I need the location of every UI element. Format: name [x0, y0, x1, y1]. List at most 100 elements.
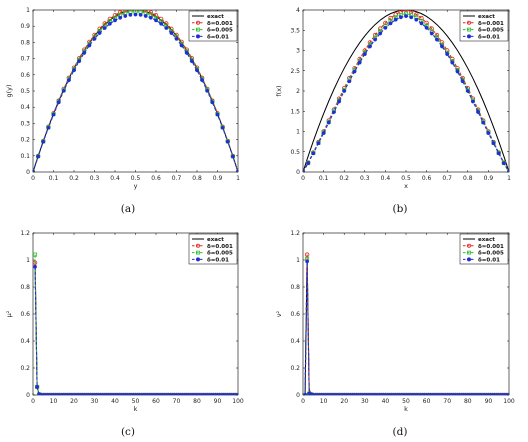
- y-tick-label: 0: [26, 169, 30, 176]
- data-point: [440, 44, 444, 49]
- data-point: [61, 88, 66, 93]
- series-delta-3: [33, 264, 238, 395]
- x-tick-label: 60: [152, 398, 160, 405]
- legend-swatch-marker: [196, 27, 200, 32]
- legend-swatch-marker: [195, 243, 200, 248]
- x-tick-label: 90: [485, 398, 493, 405]
- legend-label: δ=0.001: [207, 244, 233, 250]
- data-point: [393, 12, 398, 17]
- x-tick-label: 40: [382, 398, 390, 405]
- panel-caption: (b): [393, 203, 408, 215]
- legend-label: δ=0.005: [207, 251, 233, 257]
- data-point: [303, 393, 307, 395]
- legend-label: δ=0.01: [478, 257, 500, 263]
- x-tick-label: 30: [361, 398, 369, 405]
- y-tick-label: 4: [296, 7, 300, 14]
- data-point: [507, 170, 509, 172]
- data-point: [393, 17, 398, 22]
- panel-caption: (c): [121, 426, 135, 438]
- data-point: [220, 125, 225, 130]
- data-point: [174, 36, 179, 41]
- data-point: [429, 31, 434, 36]
- data-point: [342, 89, 347, 93]
- data-point: [471, 99, 475, 104]
- legend-label: δ=0.005: [478, 28, 504, 34]
- data-point: [419, 21, 424, 26]
- y-tick-label: 1.5: [290, 108, 300, 115]
- data-point: [143, 10, 148, 13]
- y-tick-label: 0: [26, 392, 30, 399]
- y-tick-label: 0.3: [20, 120, 30, 127]
- data-point: [491, 141, 496, 146]
- legend-swatch-marker: [466, 257, 471, 262]
- y-tick-label: 0.8: [290, 284, 300, 291]
- data-point: [164, 21, 169, 26]
- x-tick-label: 0.8: [192, 175, 202, 182]
- x-tick-label: 0: [31, 398, 35, 405]
- data-point: [414, 12, 419, 17]
- data-point: [414, 17, 419, 22]
- data-point: [445, 52, 450, 57]
- data-point: [82, 51, 87, 55]
- legend-label: δ=0.001: [478, 244, 504, 250]
- x-axis-label: k: [134, 405, 138, 413]
- y-tick-label: 0.6: [290, 311, 300, 318]
- data-point: [419, 15, 424, 21]
- x-tick-label: 0.6: [422, 175, 432, 182]
- data-point: [326, 120, 331, 125]
- y-axis-label: μ²: [5, 310, 13, 317]
- x-tick-label: 1: [507, 175, 511, 182]
- x-tick-label: 0: [301, 175, 305, 182]
- data-point: [352, 69, 357, 74]
- series-delta-3: [303, 259, 509, 395]
- legend-label: δ=0.01: [207, 34, 229, 40]
- data-point: [481, 120, 486, 125]
- data-point: [195, 68, 199, 73]
- legend-swatch-marker: [195, 20, 200, 25]
- x-tick-label: 0.2: [339, 175, 349, 182]
- data-point: [357, 60, 362, 65]
- x-tick-label: 0.5: [131, 175, 141, 182]
- data-point: [305, 259, 310, 264]
- legend-label: δ=0.005: [478, 251, 504, 257]
- legend-swatch-marker: [466, 243, 471, 248]
- legend-swatch-marker: [466, 20, 471, 25]
- y-tick-label: 1.2: [290, 230, 300, 237]
- legend-label: δ=0.005: [207, 28, 233, 34]
- data-point: [138, 10, 143, 12]
- data-point: [409, 15, 414, 20]
- data-point: [169, 31, 174, 35]
- data-point: [35, 384, 39, 389]
- data-point: [383, 25, 388, 30]
- legend-swatch-marker: [467, 27, 471, 32]
- data-point: [476, 110, 480, 114]
- x-tick-label: 0.4: [110, 175, 120, 182]
- legend-label: exact: [207, 14, 224, 20]
- y-tick-label: 0: [296, 169, 300, 176]
- x-tick-label: 30: [91, 398, 99, 405]
- data-point: [200, 78, 205, 83]
- y-tick-label: 0.2: [20, 137, 30, 144]
- data-point: [383, 20, 388, 26]
- series-delta-3: [33, 12, 238, 172]
- x-tick-label: 20: [340, 398, 348, 405]
- data-point: [184, 51, 189, 55]
- data-point: [362, 52, 367, 57]
- data-point: [153, 12, 159, 18]
- legend-label: exact: [478, 237, 495, 243]
- data-point: [46, 125, 51, 130]
- data-point: [460, 79, 465, 84]
- legend-label: δ=0.01: [207, 257, 229, 263]
- x-tick-label: 0.9: [484, 175, 494, 182]
- data-point: [123, 10, 128, 13]
- data-point: [179, 43, 184, 48]
- data-point: [112, 12, 118, 18]
- y-tick-label: 1: [296, 257, 300, 264]
- y-tick-label: 3.5: [290, 27, 300, 34]
- data-point: [77, 59, 82, 64]
- y-tick-label: 0.6: [20, 311, 30, 318]
- y-tick-label: 0.5: [20, 88, 30, 95]
